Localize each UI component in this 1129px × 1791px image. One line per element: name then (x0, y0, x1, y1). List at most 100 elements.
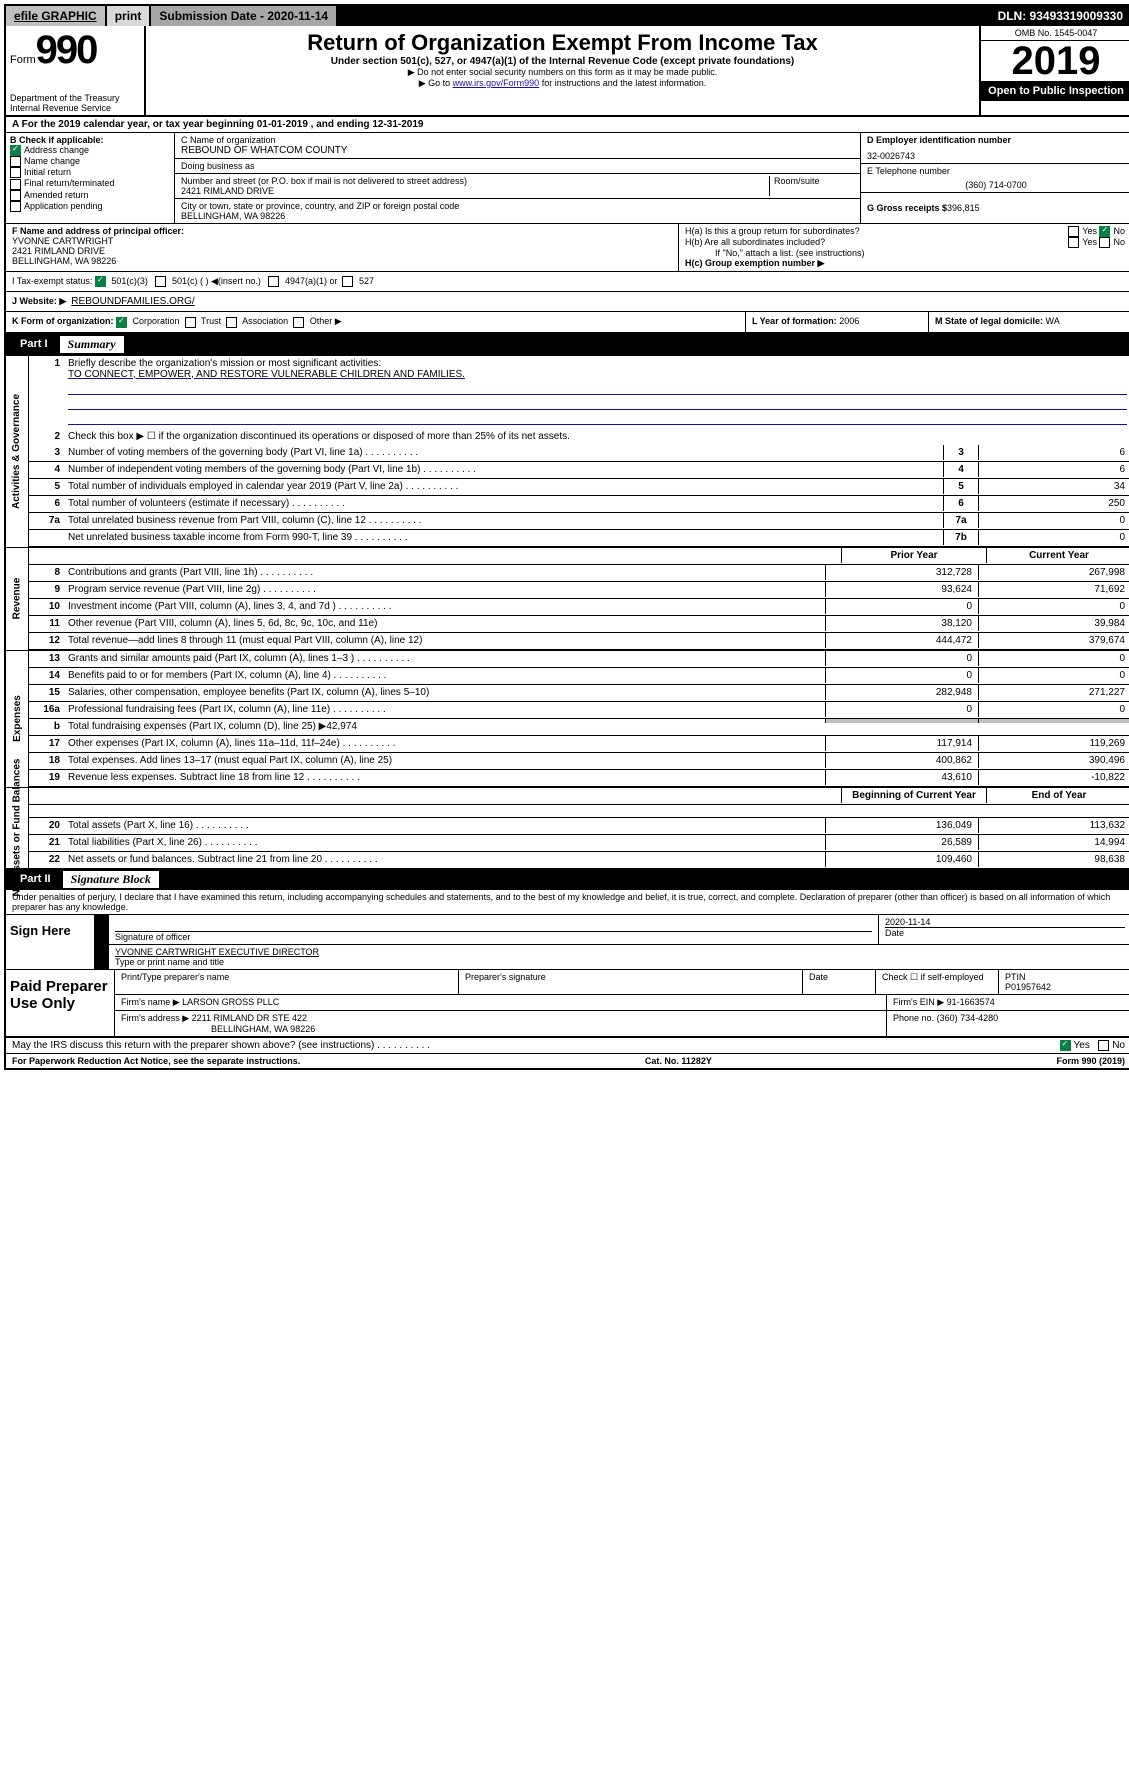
pt-date-label: Date (803, 970, 876, 994)
col-b-checkboxes: B Check if applicable: Address change Na… (6, 133, 175, 223)
line-20: 20Total assets (Part X, line 16)136,0491… (28, 818, 1129, 835)
print-button[interactable]: print (107, 6, 152, 26)
b-label: B Check if applicable: (10, 135, 170, 145)
note2-pre: ▶ Go to (419, 78, 453, 88)
hb-yes-no[interactable]: Yes No (1068, 237, 1125, 248)
ein-value: 32-0026743 (867, 145, 1125, 161)
vlabel-netassets: Net Assets or Fund Balances (12, 758, 23, 896)
form-prefix: Form (10, 54, 36, 66)
section-expenses: Expenses 13Grants and similar amounts pa… (6, 650, 1129, 787)
line-16a: 16aProfessional fundraising fees (Part I… (28, 702, 1129, 719)
ptin-value: P01957642 (1005, 982, 1125, 992)
line-22: 22Net assets or fund balances. Subtract … (28, 852, 1129, 868)
firm-name: LARSON GROSS PLLC (182, 997, 279, 1007)
f-addr2: BELLINGHAM, WA 98226 (12, 256, 116, 266)
ptin-label: PTIN (1005, 972, 1125, 982)
firm-ein-label: Firm's EIN ▶ (893, 997, 944, 1007)
self-employed-check[interactable]: Check ☐ if self-employed (876, 970, 999, 994)
cb-name-change[interactable]: Name change (10, 156, 170, 167)
cb-app-pending[interactable]: Application pending (10, 201, 170, 212)
part2-title: Signature Block (63, 871, 159, 888)
gross-value: 396,815 (947, 203, 980, 213)
cell-dba: Doing business as (175, 159, 860, 174)
part1-header: Part I Summary (6, 334, 1129, 355)
cb-address-change[interactable]: Address change (10, 145, 170, 156)
ein-label: D Employer identification number (867, 135, 1125, 145)
part2-header: Part II Signature Block (6, 869, 1129, 890)
line-15: 15Salaries, other compensation, employee… (28, 685, 1129, 702)
ha-yes-no[interactable]: Yes No (1068, 226, 1125, 237)
perjury-statement: Under penalties of perjury, I declare th… (6, 890, 1129, 914)
org-name-label: C Name of organization (181, 135, 854, 145)
form-990-number: 990 (36, 28, 97, 72)
l-value: 2006 (839, 316, 859, 326)
prep-phone: (360) 734-4280 (937, 1013, 999, 1023)
form-note1: ▶ Do not enter social security numbers o… (154, 67, 971, 78)
line-7b: Net unrelated business taxable income fr… (28, 530, 1129, 547)
tax-year: 2019 (981, 41, 1129, 81)
note2-post: for instructions and the latest informat… (539, 78, 706, 88)
col-f: F Name and address of principal officer:… (6, 224, 678, 271)
cb-initial-return[interactable]: Initial return (10, 167, 170, 178)
discuss-yes-no[interactable]: Yes No (1060, 1040, 1125, 1051)
line-18: 18Total expenses. Add lines 13–17 (must … (28, 753, 1129, 770)
room-label: Room/suite (769, 176, 854, 196)
cb-assoc[interactable] (226, 317, 237, 328)
header-right: OMB No. 1545-0047 2019 Open to Public In… (979, 26, 1129, 115)
cell-phone: E Telephone number (360) 714-0700 (861, 164, 1129, 193)
i-label: I Tax-exempt status: (12, 276, 92, 286)
cb-527[interactable] (342, 276, 353, 287)
cb-amended[interactable]: Amended return (10, 190, 170, 201)
part1-num: Part I (12, 338, 56, 350)
paid-preparer-block: Paid Preparer Use Only Print/Type prepar… (6, 970, 1129, 1038)
discuss-row: May the IRS discuss this return with the… (6, 1038, 1129, 1054)
part1-title: Summary (60, 336, 124, 353)
section-revenue: Revenue Prior Year Current Year 8Contrib… (6, 547, 1129, 650)
cell-ein: D Employer identification number 32-0026… (861, 133, 1129, 164)
footer-mid: Cat. No. 11282Y (645, 1056, 712, 1066)
f-name: YVONNE CARTWRIGHT (12, 236, 113, 246)
website-value[interactable]: REBOUNDFAMILIES.ORG/ (71, 296, 194, 307)
line-14: 14Benefits paid to or for members (Part … (28, 668, 1129, 685)
firm-addr-cell: Firm's address ▶ 2211 RIMLAND DR STE 422… (115, 1011, 887, 1036)
line-11: 11Other revenue (Part VIII, column (A), … (28, 616, 1129, 633)
cb-trust[interactable] (185, 317, 196, 328)
irs-label: Internal Revenue Service (10, 103, 140, 113)
line-10: 10Investment income (Part VIII, column (… (28, 599, 1129, 616)
form-title: Return of Organization Exempt From Incom… (154, 30, 971, 56)
cb-501c[interactable] (155, 276, 166, 287)
form-container: efile GRAPHIC print Submission Date - 20… (4, 4, 1129, 1070)
signature-block: Sign Here Signature of officer 2020-11-1… (6, 914, 1129, 970)
l-label: L Year of formation: (752, 316, 837, 326)
hb-label: H(b) Are all subordinates included? (685, 237, 1068, 248)
vlabel-governance: Activities & Governance (12, 393, 23, 508)
section-netassets: Net Assets or Fund Balances Beginning of… (6, 787, 1129, 869)
firm-addr2: BELLINGHAM, WA 98226 (121, 1024, 315, 1034)
cell-gross: G Gross receipts $396,815 (861, 193, 1129, 215)
line-2: 2 Check this box ▶ ☐ if the organization… (28, 429, 1129, 445)
f-addr1: 2421 RIMLAND DRIVE (12, 246, 105, 256)
form990-link[interactable]: www.irs.gov/Form990 (453, 78, 540, 88)
gross-label: G Gross receipts $ (867, 203, 947, 213)
cb-501c3[interactable] (95, 276, 106, 287)
cb-4947[interactable] (268, 276, 279, 287)
cb-other[interactable] (293, 317, 304, 328)
phone-value: (360) 714-0700 (867, 176, 1125, 190)
k-label: K Form of organization: (12, 316, 114, 326)
line-7a: 7aTotal unrelated business revenue from … (28, 513, 1129, 530)
col-d: D Employer identification number 32-0026… (860, 133, 1129, 223)
efile-link[interactable]: efile GRAPHIC (6, 6, 107, 26)
line-1: 1 Briefly describe the organization's mi… (28, 356, 1129, 429)
form-note2: ▶ Go to www.irs.gov/Form990 for instruct… (154, 78, 971, 89)
cb-corp[interactable] (116, 317, 127, 328)
city-value: BELLINGHAM, WA 98226 (181, 211, 854, 221)
cb-final-return[interactable]: Final return/terminated (10, 178, 170, 189)
line-12: 12Total revenue—add lines 8 through 11 (… (28, 633, 1129, 650)
line-5: 5Total number of individuals employed in… (28, 479, 1129, 496)
line-4: 4Number of independent voting members of… (28, 462, 1129, 479)
block-bcd: B Check if applicable: Address change Na… (6, 133, 1129, 224)
footer-right: Form 990 (2019) (1056, 1056, 1125, 1066)
line-16b: bTotal fundraising expenses (Part IX, co… (28, 719, 1129, 736)
footer-left: For Paperwork Reduction Act Notice, see … (12, 1056, 300, 1066)
pt-sig-label: Preparer's signature (459, 970, 803, 994)
